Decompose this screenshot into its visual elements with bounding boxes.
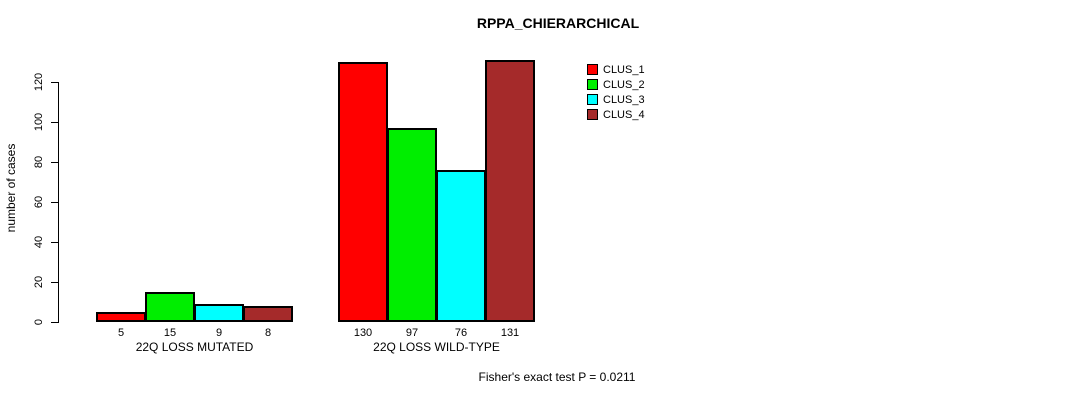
bar-clus-4-22q-loss-mutated [243, 306, 293, 322]
y-tick-label-120: 120 [33, 72, 45, 92]
y-tick-40 [51, 242, 59, 243]
bar-clus-3-22q-loss-wild-type [436, 170, 486, 322]
y-tick-60 [51, 202, 59, 203]
bar-value-clus-1-22q-loss-mutated: 5 [117, 327, 125, 339]
bar-value-clus-2-22q-loss-mutated: 15 [163, 327, 177, 339]
legend-swatch-clus-4 [587, 109, 598, 120]
y-tick-100 [51, 122, 59, 123]
bar-clus-3-22q-loss-mutated [194, 304, 244, 322]
legend-item-clus-2: CLUS_2 [587, 77, 645, 92]
y-tick-label-100: 100 [33, 112, 45, 132]
legend-item-clus-4: CLUS_4 [587, 107, 645, 122]
legend-label-clus-1: CLUS_1 [603, 63, 645, 76]
legend-label-clus-4: CLUS_4 [603, 108, 645, 121]
chart-title: RPPA_CHIERARCHICAL [476, 15, 640, 31]
bar-value-clus-4-22q-loss-wild-type: 131 [500, 327, 520, 339]
bar-clus-2-22q-loss-mutated [145, 292, 195, 322]
legend-item-clus-3: CLUS_3 [587, 92, 645, 107]
legend-label-clus-2: CLUS_2 [603, 78, 645, 91]
y-tick-label-20: 20 [33, 275, 45, 289]
legend-item-clus-1: CLUS_1 [587, 62, 645, 77]
y-tick-120 [51, 82, 59, 83]
bar-clus-2-22q-loss-wild-type [387, 128, 437, 322]
y-tick-label-0: 0 [33, 318, 45, 326]
legend: CLUS_1 CLUS_2 CLUS_3 CLUS_4 [587, 62, 645, 122]
y-tick-80 [51, 162, 59, 163]
bar-value-clus-3-22q-loss-wild-type: 76 [454, 327, 468, 339]
x-category-label-22q-loss-mutated: 22Q LOSS MUTATED [135, 340, 254, 354]
bar-clus-4-22q-loss-wild-type [485, 60, 535, 322]
bar-value-clus-4-22q-loss-mutated: 8 [264, 327, 272, 339]
y-tick-label-80: 80 [33, 155, 45, 169]
bar-value-clus-3-22q-loss-mutated: 9 [215, 327, 223, 339]
legend-label-clus-3: CLUS_3 [603, 93, 645, 106]
bar-value-clus-2-22q-loss-wild-type: 97 [405, 327, 419, 339]
bar-clus-1-22q-loss-mutated [96, 312, 146, 322]
legend-swatch-clus-1 [587, 64, 598, 75]
x-category-label-22q-loss-wild-type: 22Q LOSS WILD-TYPE [373, 340, 500, 354]
legend-swatch-clus-2 [587, 79, 598, 90]
y-tick-label-40: 40 [33, 235, 45, 249]
y-tick-0 [51, 322, 59, 323]
fisher-test-annotation: Fisher's exact test P = 0.0211 [478, 370, 636, 384]
y-tick-20 [51, 282, 59, 283]
y-tick-label-60: 60 [33, 195, 45, 209]
bar-value-clus-1-22q-loss-wild-type: 130 [353, 327, 373, 339]
y-axis-label: number of cases [4, 143, 18, 233]
legend-swatch-clus-3 [587, 94, 598, 105]
bar-clus-1-22q-loss-wild-type [338, 62, 388, 322]
